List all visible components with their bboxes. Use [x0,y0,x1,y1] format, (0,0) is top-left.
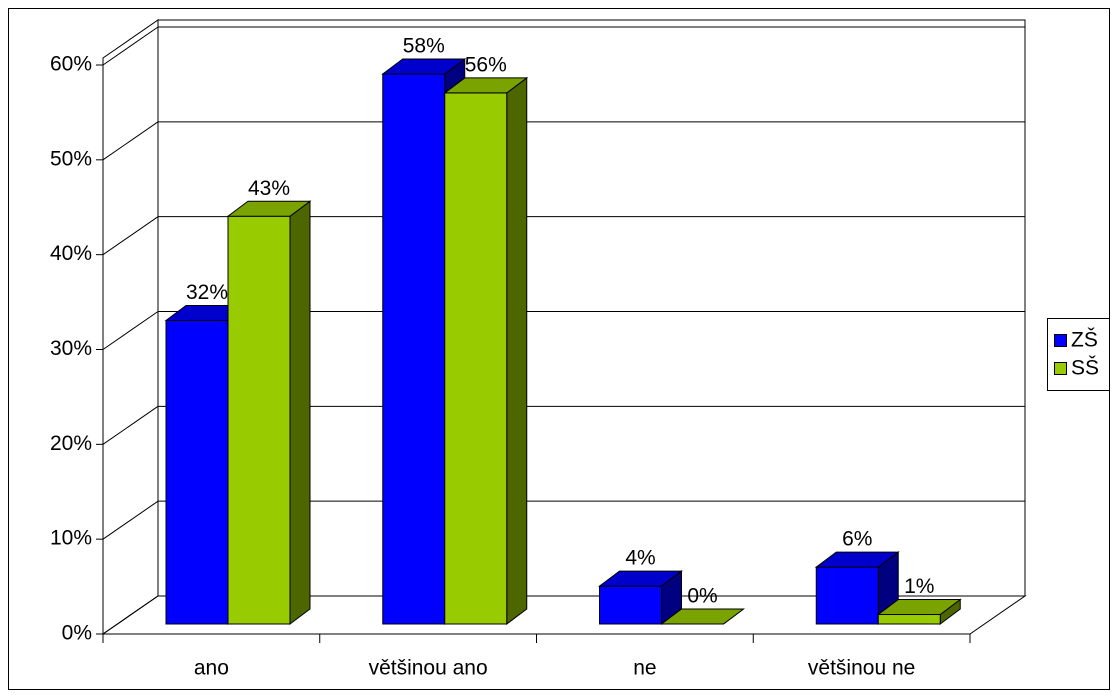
bar-top [381,58,467,75]
bar-top [598,570,683,587]
side-wall [102,19,159,635]
data-label: 43% [248,177,290,200]
y-tick-label: 60% [50,53,92,76]
grid-line-side [102,311,159,350]
bar-top [443,77,529,94]
data-label: 4% [625,547,655,570]
bar [444,92,508,625]
data-label: 56% [465,53,507,76]
legend-swatch [1054,334,1067,347]
bar [382,73,446,625]
y-tick-label: 50% [50,147,92,170]
x-tick-label: ano [194,657,229,680]
legend-box [1047,318,1110,391]
bar-top [226,200,312,217]
grid-line-side [102,26,159,66]
y-tick-label: 30% [50,337,92,360]
y-tick-label: 20% [50,432,92,455]
bar [815,566,879,625]
data-label: 0% [687,585,717,608]
legend-swatch [1054,362,1067,375]
bar [599,585,662,625]
grid-line-side [102,216,159,256]
bar-side [289,200,311,625]
data-label: 58% [403,35,445,58]
data-label: 32% [186,281,228,304]
x-tick-label: většinou ano [369,657,488,680]
data-label: 6% [842,528,872,551]
grid-line-side [102,121,159,161]
bar-side [506,76,528,625]
y-tick-label: 10% [50,527,92,550]
bar-top [814,551,900,568]
bar-top [876,599,962,616]
bar [877,614,941,625]
grid-line-side [102,405,159,445]
bar [227,215,291,625]
x-tick-label: většinou ne [808,657,915,680]
legend-label: SŠ [1071,357,1099,380]
legend-label: ZŠ [1071,329,1098,352]
bar-top [660,608,745,625]
y-tick-label: 40% [50,242,92,265]
x-tick-label: ne [633,657,656,680]
grid-line-side [102,595,159,635]
data-label: 1% [904,575,934,598]
y-tick-label: 0% [62,622,92,645]
bar [165,320,229,625]
grid-line-side [102,500,159,540]
